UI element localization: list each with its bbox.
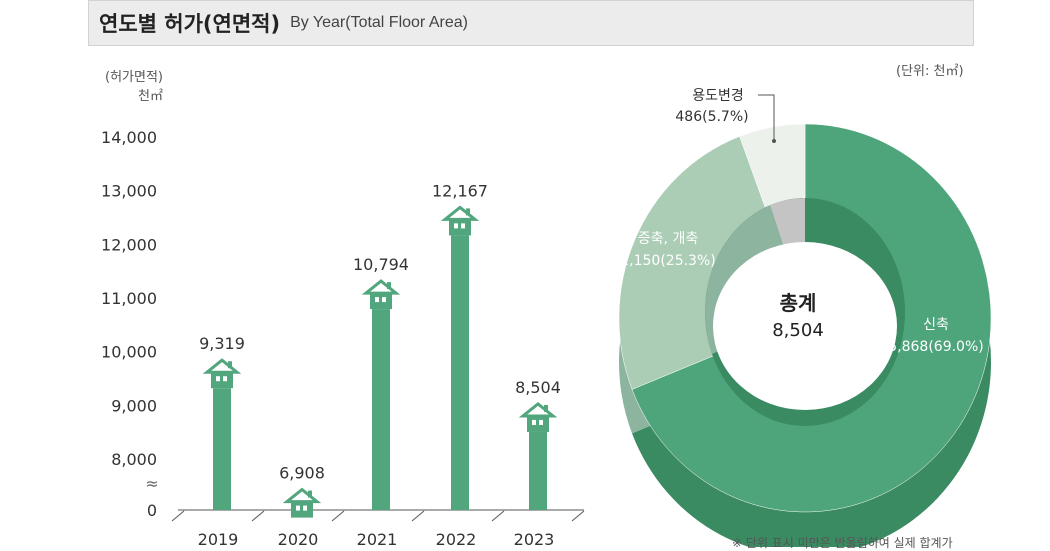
x-tick-label: 2021 (357, 530, 398, 547)
x-axis-tick (571, 510, 585, 522)
slice-label-new: 신축 (923, 317, 949, 333)
donut-hole-face (713, 242, 897, 410)
x-axis-tick (251, 510, 265, 522)
bar-rect (529, 431, 547, 510)
house-body (370, 292, 392, 310)
x-axis-tick (171, 510, 185, 522)
x-tick-label: 2020 (278, 530, 319, 547)
house-window (223, 376, 227, 382)
donut-hole (704, 198, 905, 426)
y-tick-label: 13,000 (101, 182, 157, 201)
y-tick-label: 11,000 (101, 289, 157, 308)
slice-value-new: 5,868(69.0%) (888, 339, 983, 355)
house-window (454, 223, 458, 229)
house-chimney (308, 490, 312, 498)
house-icon (282, 487, 322, 518)
bar-rect (372, 309, 390, 510)
house-roof (440, 205, 480, 221)
slice-value-extension: 2,150(25.3%) (620, 253, 715, 269)
bar-2019: 9,319 2019 (198, 334, 245, 547)
y-tick-label: 10,000 (101, 343, 157, 362)
y-tick-label: 14,000 (101, 128, 157, 147)
house-icon (518, 402, 558, 432)
footnote: ※ 단위 표시 미만은 반올림하여 실제 합계가 (732, 536, 953, 550)
bar-value-label: 9,319 (199, 334, 245, 353)
house-chimney (387, 282, 391, 290)
y-tick-label: 0 (147, 501, 157, 520)
bar-value-label: 12,167 (432, 181, 488, 200)
x-tick-label: 2023 (514, 530, 555, 547)
x-axis-tick (411, 510, 425, 522)
house-window (296, 505, 300, 511)
x-tick-label: 2022 (436, 530, 477, 547)
y-tick-label: 9,000 (111, 396, 157, 415)
house-body (527, 414, 549, 432)
slice-label-extension: 증축, 개축 (638, 231, 699, 247)
house-window (382, 297, 386, 303)
house-chimney (466, 208, 470, 216)
house-window (461, 223, 465, 229)
bar-2020: 6,908 2020 (278, 464, 325, 547)
slice-label-change: 용도변경 (692, 88, 744, 104)
house-icon (440, 205, 480, 236)
house-window (539, 419, 543, 425)
bar-unit-line2: 천㎡ (138, 89, 163, 104)
x-axis-tick (331, 510, 345, 522)
bar-rect (451, 235, 469, 510)
house-window (303, 505, 307, 511)
bar-2023: 8,504 2023 (514, 378, 561, 547)
house-icon (202, 358, 242, 389)
chart-title: 연도별 허가(연면적) (99, 12, 281, 36)
leader-dot (772, 139, 776, 143)
y-tick-label: 8,000 (111, 450, 157, 469)
bar-value-label: 10,794 (353, 255, 409, 274)
house-chimney (228, 361, 232, 369)
house-body (449, 218, 471, 236)
donut-unit-label: (단위: 천㎡) (896, 64, 964, 79)
house-roof (518, 402, 558, 418)
bar-2021: 10,794 2021 (353, 255, 409, 547)
donut-center-value: 8,504 (772, 320, 824, 341)
house-window (216, 376, 220, 382)
bar-value-label: 6,908 (279, 464, 325, 483)
axis-break-symbol: ≈ (145, 474, 158, 493)
house-icon (361, 279, 401, 310)
bar-value-label: 8,504 (515, 378, 561, 397)
bar-rect (213, 388, 231, 510)
bar-unit-line1: (허가면적) (105, 70, 163, 85)
house-roof (282, 487, 322, 504)
leader-line (758, 94, 775, 140)
house-body (291, 500, 313, 518)
x-tick-label: 2019 (198, 530, 239, 547)
house-window (532, 419, 536, 425)
chart-subtitle: By Year(Total Floor Area) (290, 14, 468, 31)
house-window (375, 297, 379, 303)
title-bar: 연도별 허가(연면적) By Year(Total Floor Area) (88, 0, 974, 46)
house-roof (202, 358, 242, 374)
y-tick-label: 12,000 (101, 235, 157, 254)
bar-unit-label: (허가면적) 천㎡ (95, 68, 163, 106)
house-chimney (544, 404, 548, 412)
bar-2022: 12,167 2022 (432, 181, 488, 547)
house-roof (361, 279, 401, 295)
house-body (211, 371, 233, 389)
donut-center-title: 총계 (780, 291, 817, 315)
slice-value-change: 486(5.7%) (675, 109, 748, 125)
x-axis-tick (491, 510, 505, 522)
